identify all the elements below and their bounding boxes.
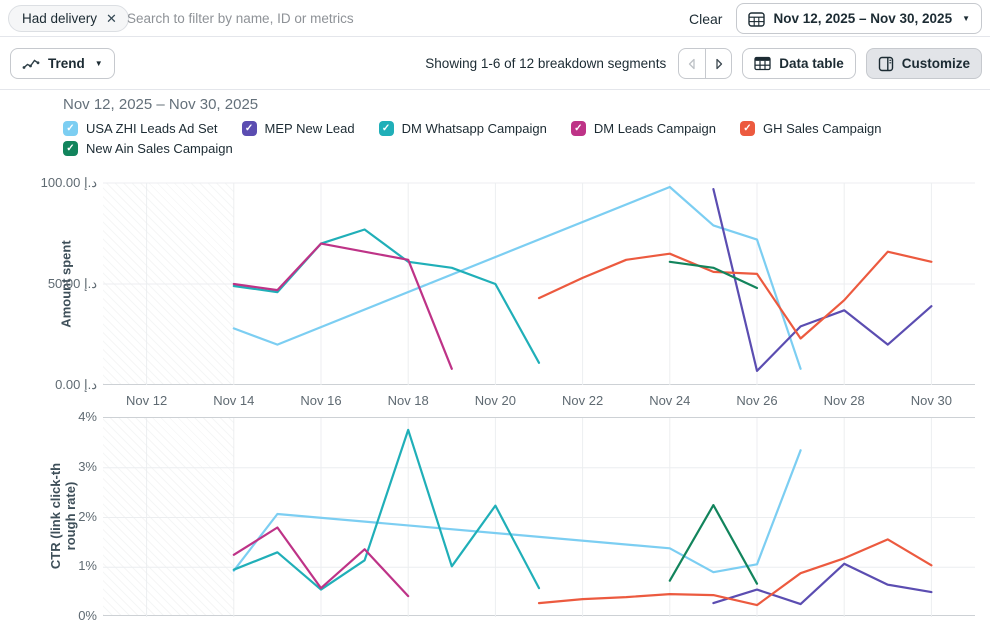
legend-checkbox-checked[interactable]: ✓ [241, 121, 257, 136]
series-line[interactable] [668, 260, 759, 290]
chart-date-range-title: Nov 12, 2025 – Nov 30, 2025 [63, 96, 259, 113]
check-icon: ✓ [381, 122, 391, 134]
series-line[interactable] [712, 187, 933, 372]
series-line[interactable] [232, 428, 541, 591]
check-icon: ✓ [244, 122, 254, 134]
legend-item[interactable]: ✓ DM Leads Campaign [570, 121, 716, 136]
y-axis-tick-label: 0.00 د.إ [55, 377, 97, 392]
legend-item[interactable]: ✓ MEP New Lead [241, 121, 355, 136]
legend-checkbox-checked[interactable]: ✓ [378, 121, 394, 136]
series-line[interactable] [232, 242, 453, 370]
y-axis-tick-label: 100.00 د.إ [40, 175, 97, 190]
series-line[interactable] [537, 250, 933, 340]
check-icon: ✓ [743, 122, 752, 134]
remove-filter-icon[interactable]: ✕ [106, 11, 117, 26]
check-icon: ✓ [66, 142, 75, 154]
series-line[interactable] [232, 228, 541, 364]
side-panel-icon [878, 56, 894, 72]
amount-spent-chart[interactable] [103, 182, 975, 385]
legend-item-label: New Ain Sales Campaign [86, 141, 233, 156]
ctr-chart[interactable] [103, 417, 975, 617]
customize-label: Customize [901, 56, 970, 71]
y-axis-tick-label: 3% [78, 458, 97, 474]
x-axis-tick-label: Nov 28 [823, 393, 865, 408]
legend-checkbox-checked[interactable]: ✓ [63, 141, 78, 156]
legend-item[interactable]: ✓ New Ain Sales Campaign [63, 141, 233, 156]
series-line[interactable] [232, 185, 802, 370]
y-axis-tick-label: 0% [78, 608, 97, 623]
y-axis-tick-label: 4% [78, 409, 97, 424]
date-range-label: Nov 12, 2025 – Nov 30, 2025 [773, 11, 953, 26]
legend-item-label: DM Whatsapp Campaign [401, 121, 547, 136]
legend-checkbox-checked[interactable]: ✓ [739, 121, 755, 136]
x-axis-tick-label: Nov 24 [649, 393, 691, 408]
clear-filters-button[interactable]: Clear [688, 10, 723, 27]
series-line[interactable] [537, 538, 933, 607]
y-axis-tick-label: 50.00 د.إ [47, 276, 97, 291]
check-icon: ✓ [66, 122, 75, 134]
x-axis-tick-label: Nov 30 [910, 393, 952, 408]
legend-checkbox-checked[interactable]: ✓ [570, 121, 586, 136]
search-input[interactable] [125, 4, 545, 32]
trend-line-icon [22, 57, 40, 71]
amount-spent-plot [103, 182, 975, 385]
chevron-down-icon: ▼ [94, 59, 103, 68]
x-axis-tick-label: Nov 18 [387, 393, 429, 408]
calendar-icon [748, 11, 766, 27]
next-page-button[interactable] [705, 49, 731, 78]
date-range-picker[interactable]: Nov 12, 2025 – Nov 30, 2025 ▼ [736, 3, 982, 34]
series-line[interactable] [232, 526, 410, 598]
data-table-button[interactable]: Data table [742, 48, 856, 79]
check-icon: ✓ [574, 122, 583, 134]
previous-page-button[interactable] [679, 49, 705, 78]
legend-item-label: MEP New Lead [264, 121, 355, 136]
chart-toolbar: Trend ▼ Showing 1-6 of 12 breakdown segm… [0, 37, 990, 90]
y-axis-tick-label: 2% [78, 508, 97, 524]
customize-button[interactable]: Customize [865, 48, 982, 79]
legend-item[interactable]: ✓ GH Sales Campaign [739, 121, 882, 136]
breakdown-count-text: Showing 1-6 of 12 breakdown segments [425, 56, 667, 71]
y-axis-tick-label: 1% [78, 558, 97, 574]
legend-item[interactable]: ✓ DM Whatsapp Campaign [378, 121, 547, 136]
filter-chip-label: Had delivery [22, 11, 98, 26]
x-axis-tick-label: Nov 26 [736, 393, 778, 408]
series-line[interactable] [668, 503, 759, 585]
data-table-label: Data table [779, 56, 844, 71]
ctr-plot [103, 418, 975, 617]
x-axis-tick-label: Nov 12 [125, 393, 168, 408]
legend-item-label: GH Sales Campaign [762, 121, 882, 136]
series-line[interactable] [232, 449, 802, 574]
legend-item-label: USA ZHI Leads Ad Set [86, 121, 218, 136]
x-axis-tick-label: Nov 14 [213, 393, 255, 408]
chevron-down-icon: ▼ [962, 14, 970, 23]
x-axis-tick-label: Nov 22 [561, 393, 604, 408]
x-axis-tick-label: Nov 16 [300, 393, 342, 408]
chart-legend: ✓ USA ZHI Leads Ad Set ✓ MEP New Lead ✓ DM Wh… [63, 121, 963, 156]
segment-pager [678, 48, 733, 79]
x-axis-tick-label: Nov 20 [474, 393, 516, 408]
filter-chip-had-delivery[interactable]: Had delivery ✕ [8, 5, 129, 32]
legend-checkbox-checked[interactable]: ✓ [63, 121, 78, 136]
table-icon [754, 56, 771, 71]
no-data-hatch-region [103, 418, 234, 615]
filter-bar: Had delivery ✕ Clear Nov 12, 2025 – Nov … [0, 0, 990, 37]
view-type-label: Trend [48, 56, 85, 71]
legend-item[interactable]: ✓ USA ZHI Leads Ad Set [63, 121, 218, 136]
legend-item-label: DM Leads Campaign [593, 121, 716, 136]
series-line[interactable] [712, 562, 933, 606]
view-type-dropdown[interactable]: Trend ▼ [10, 48, 115, 79]
